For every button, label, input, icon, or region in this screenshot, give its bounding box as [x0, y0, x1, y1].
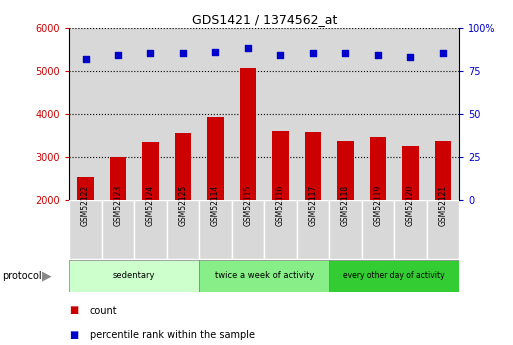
FancyBboxPatch shape: [134, 200, 167, 259]
Bar: [337, 141, 353, 200]
Title: GDS1421 / 1374562_at: GDS1421 / 1374562_at: [191, 13, 337, 27]
FancyBboxPatch shape: [199, 200, 232, 259]
Text: GSM52124: GSM52124: [146, 185, 155, 226]
Bar: [69, 28, 102, 200]
Bar: [394, 28, 427, 200]
FancyBboxPatch shape: [167, 200, 199, 259]
FancyBboxPatch shape: [102, 200, 134, 259]
Text: percentile rank within the sample: percentile rank within the sample: [90, 330, 255, 339]
Text: GSM52119: GSM52119: [373, 185, 382, 226]
Text: GSM52121: GSM52121: [439, 185, 447, 226]
Bar: [427, 28, 459, 200]
Bar: [329, 28, 362, 200]
Text: every other day of activity: every other day of activity: [343, 272, 445, 280]
Bar: [402, 146, 419, 200]
Bar: [362, 28, 394, 200]
Point: [146, 51, 154, 56]
Text: protocol: protocol: [3, 271, 42, 281]
Text: sedentary: sedentary: [113, 272, 155, 280]
FancyBboxPatch shape: [329, 200, 362, 259]
Text: GSM52116: GSM52116: [276, 185, 285, 226]
Point: [114, 52, 122, 58]
Text: GSM52125: GSM52125: [179, 185, 187, 226]
FancyBboxPatch shape: [232, 200, 264, 259]
FancyBboxPatch shape: [69, 200, 102, 259]
Point: [309, 51, 317, 56]
FancyBboxPatch shape: [427, 200, 459, 259]
Text: ■: ■: [69, 330, 78, 339]
FancyBboxPatch shape: [297, 200, 329, 259]
Text: GSM52115: GSM52115: [244, 185, 252, 226]
Bar: [305, 132, 321, 200]
Bar: [264, 28, 297, 200]
Point: [82, 56, 90, 61]
Bar: [272, 131, 288, 200]
Bar: [370, 137, 386, 200]
Text: GSM52120: GSM52120: [406, 185, 415, 226]
Text: GSM52114: GSM52114: [211, 185, 220, 226]
Bar: [167, 28, 199, 200]
Bar: [77, 177, 93, 200]
Bar: [199, 28, 232, 200]
FancyBboxPatch shape: [264, 200, 297, 259]
Bar: [240, 68, 256, 200]
FancyBboxPatch shape: [69, 260, 199, 292]
Text: count: count: [90, 306, 117, 315]
FancyBboxPatch shape: [394, 200, 427, 259]
Text: GSM52123: GSM52123: [113, 185, 123, 226]
Point: [439, 51, 447, 56]
Point: [406, 54, 415, 60]
Bar: [134, 28, 167, 200]
Point: [277, 52, 285, 58]
Bar: [175, 133, 191, 200]
Bar: [110, 157, 126, 200]
Text: GSM52117: GSM52117: [308, 185, 318, 226]
FancyBboxPatch shape: [362, 200, 394, 259]
Bar: [435, 141, 451, 200]
FancyBboxPatch shape: [199, 260, 329, 292]
Text: ■: ■: [69, 306, 78, 315]
Bar: [102, 28, 134, 200]
Bar: [297, 28, 329, 200]
Point: [341, 51, 349, 56]
FancyBboxPatch shape: [329, 260, 459, 292]
Text: ▶: ▶: [42, 269, 52, 283]
Text: twice a week of activity: twice a week of activity: [214, 272, 314, 280]
Text: GSM52118: GSM52118: [341, 185, 350, 226]
Point: [244, 46, 252, 51]
Point: [179, 51, 187, 56]
Bar: [207, 117, 224, 200]
Point: [374, 52, 382, 58]
Bar: [232, 28, 264, 200]
Bar: [142, 142, 159, 200]
Point: [211, 49, 220, 55]
Text: GSM52122: GSM52122: [81, 185, 90, 226]
